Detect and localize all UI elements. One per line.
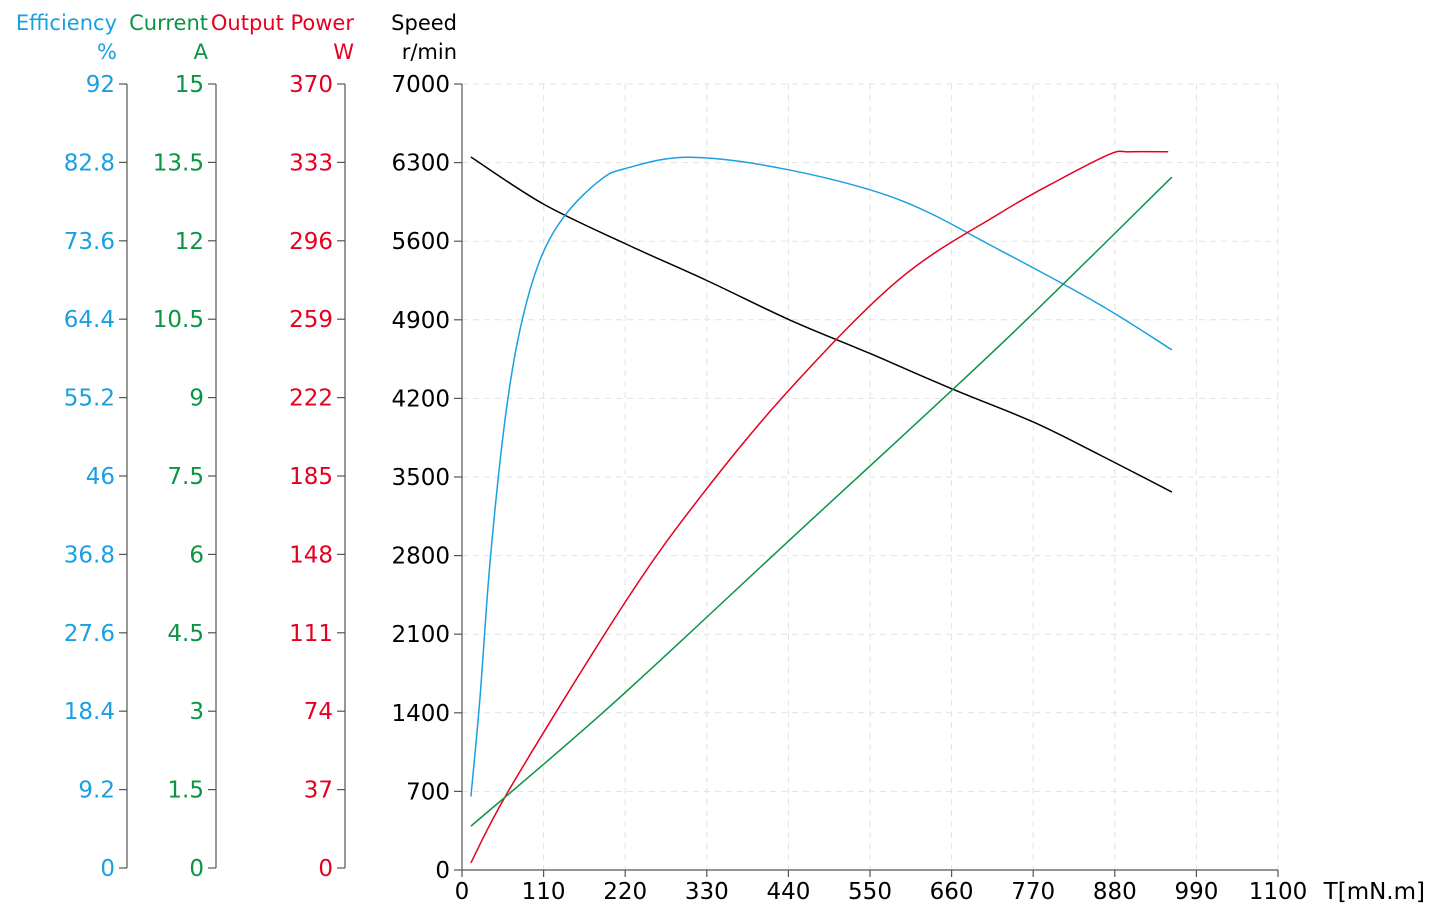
power-curve [470, 150, 1169, 864]
efficiency-tick-label: 36.8 [64, 542, 115, 568]
x-tick-label: 660 [930, 879, 974, 905]
speed-tick-label: 4200 [391, 386, 450, 412]
speed-tick-label: 5600 [391, 229, 450, 255]
power-tick-label: 0 [318, 856, 333, 882]
power-tick-label: 185 [289, 464, 333, 490]
speed-tick-label: 700 [406, 779, 450, 805]
power-tick-label: 111 [289, 621, 333, 647]
speed-axis-unit: r/min [402, 40, 457, 64]
efficiency-axis-title: Efficiency [16, 11, 117, 35]
speed-tick-label: 2800 [391, 544, 450, 570]
current-tick-label: 12 [175, 229, 204, 255]
x-tick-label: 1100 [1249, 879, 1308, 905]
speed-tick-label: 0 [435, 858, 450, 884]
efficiency-tick-label: 9.2 [78, 778, 115, 804]
x-tick-label: 0 [455, 879, 470, 905]
current-tick-label: 15 [175, 72, 204, 98]
current-tick-label: 0 [189, 856, 204, 882]
x-axis-title: T[mN.m] [1323, 879, 1425, 905]
x-tick-label: 110 [522, 879, 566, 905]
power-tick-label: 74 [304, 699, 333, 725]
speed-tick-label: 1400 [391, 701, 450, 727]
power-tick-label: 148 [289, 542, 333, 568]
x-tick-label: 880 [1093, 879, 1137, 905]
efficiency-tick-label: 73.6 [64, 229, 115, 255]
speed-tick-label: 3500 [391, 465, 450, 491]
current-tick-label: 13.5 [153, 150, 204, 176]
current-tick-label: 9 [189, 386, 204, 412]
efficiency-tick-label: 92 [86, 72, 115, 98]
current-curve [470, 176, 1173, 827]
efficiency-tick-label: 18.4 [64, 699, 115, 725]
speed-tick-label: 4900 [391, 308, 450, 334]
current-tick-label: 4.5 [167, 621, 204, 647]
x-tick-label: 440 [766, 879, 810, 905]
power-tick-label: 333 [289, 150, 333, 176]
power-tick-label: 370 [289, 72, 333, 98]
current-tick-label: 3 [189, 699, 204, 725]
efficiency-tick-label: 27.6 [64, 621, 115, 647]
efficiency-curve [470, 156, 1173, 797]
x-tick-label: 220 [603, 879, 647, 905]
efficiency-axis-unit: % [97, 40, 117, 64]
speed-tick-label: 6300 [391, 151, 450, 177]
current-axis-title: Current [129, 11, 208, 35]
power-tick-label: 37 [304, 778, 333, 804]
power-axis-unit: W [333, 40, 354, 64]
current-tick-label: 6 [189, 542, 204, 568]
power-tick-label: 296 [289, 229, 333, 255]
efficiency-tick-label: 64.4 [64, 307, 115, 333]
current-tick-label: 10.5 [153, 307, 204, 333]
power-tick-label: 259 [289, 307, 333, 333]
current-axis-unit: A [194, 40, 209, 64]
efficiency-tick-label: 46 [86, 464, 115, 490]
x-tick-label: 330 [685, 879, 729, 905]
current-tick-label: 7.5 [167, 464, 204, 490]
efficiency-tick-label: 55.2 [64, 386, 115, 412]
efficiency-tick-label: 82.8 [64, 150, 115, 176]
speed-tick-label: 2100 [391, 622, 450, 648]
x-tick-label: 550 [848, 879, 892, 905]
x-tick-label: 990 [1174, 879, 1218, 905]
current-tick-label: 1.5 [167, 778, 204, 804]
power-tick-label: 222 [289, 386, 333, 412]
speed-axis-title: Speed [391, 11, 457, 35]
speed-tick-label: 7000 [391, 72, 450, 98]
x-tick-label: 770 [1011, 879, 1055, 905]
power-axis-title: Output Power [211, 11, 354, 35]
efficiency-tick-label: 0 [100, 856, 115, 882]
speed-curve [470, 156, 1173, 493]
